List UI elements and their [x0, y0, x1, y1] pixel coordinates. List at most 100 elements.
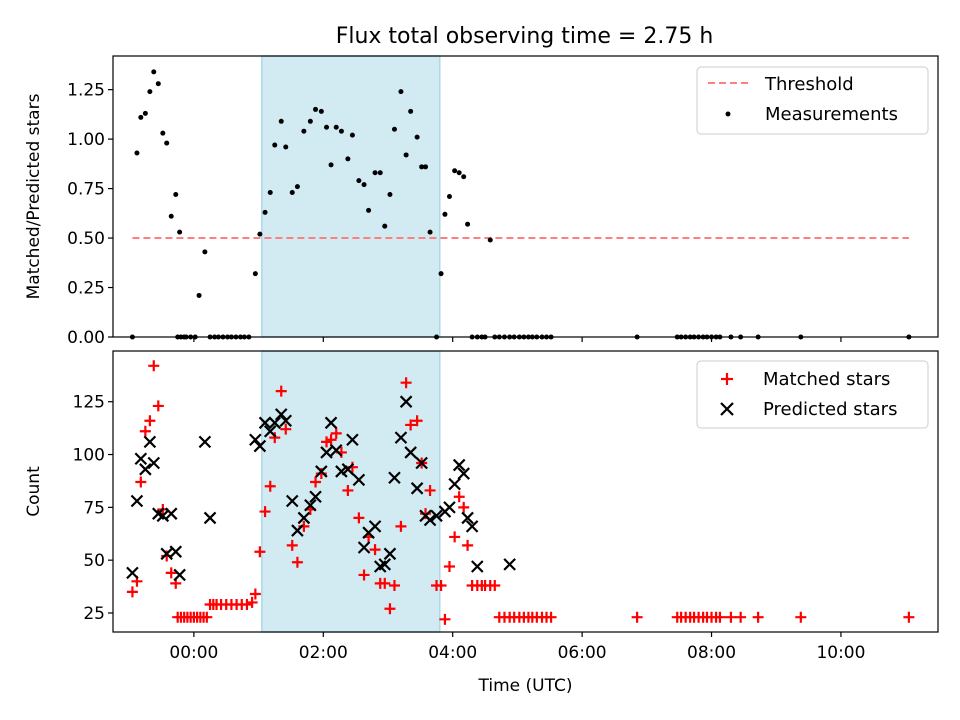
- predicted-star-point: [383, 547, 397, 561]
- measurement-point: [313, 106, 319, 112]
- x-axis-label: Time (UTC): [478, 676, 573, 696]
- top-y-axis-label: Matched/Predicted stars: [24, 93, 44, 299]
- matched-star-point: [241, 599, 253, 611]
- predicted-star-point: [147, 456, 161, 470]
- measurement-point: [134, 150, 140, 156]
- matched-star-point: [388, 580, 400, 592]
- predicted-star-point: [388, 471, 401, 485]
- matched-star-point: [201, 611, 213, 623]
- predicted-star-point: [346, 433, 359, 447]
- measurement-point: [438, 271, 444, 277]
- measurement-point: [142, 110, 148, 116]
- top-highlight-band: [261, 55, 441, 338]
- matched-star-point: [384, 603, 396, 615]
- measurement-point: [419, 164, 425, 170]
- predicted-star-point: [160, 547, 173, 561]
- bottom-axes-frame: [112, 350, 939, 633]
- measurement-point: [377, 170, 383, 176]
- measurement-point: [427, 229, 433, 235]
- predicted-star-point: [315, 465, 328, 478]
- measurement-point: [262, 209, 268, 215]
- top-legend-box: [696, 66, 929, 135]
- predicted-star-point: [465, 520, 479, 533]
- measurement-point: [307, 118, 313, 124]
- legend-threshold-label: Threshold: [764, 74, 854, 95]
- x-tick-label: 00:00: [169, 643, 218, 663]
- predicted-star-point: [471, 560, 484, 573]
- matched-star-point: [254, 546, 266, 558]
- predicted-star-point: [320, 446, 333, 459]
- measurement-point: [345, 156, 351, 162]
- predicted-star-point: [352, 473, 366, 487]
- measurement-point: [366, 207, 372, 213]
- matched-star-point: [148, 360, 160, 372]
- x-tick-label: 04:00: [428, 643, 477, 663]
- measurement-point: [487, 237, 493, 243]
- y-tick-label: 0.75: [67, 180, 105, 200]
- y-tick-label: 1.00: [67, 130, 105, 150]
- measurement-point: [382, 223, 388, 229]
- matched-star-point: [126, 586, 138, 598]
- matched-star-point: [249, 588, 261, 600]
- y-tick-label: 0.25: [67, 279, 105, 299]
- predicted-star-point: [258, 416, 272, 430]
- matched-star-point: [424, 484, 436, 496]
- predicted-star-point: [274, 408, 288, 421]
- matched-star-point: [462, 539, 474, 551]
- measurement-point: [294, 184, 300, 190]
- measurement-point: [403, 152, 409, 158]
- measurement-point: [423, 164, 429, 170]
- bottom-panel: 25 50 75 100 125 00:00 02:00 04:00 06:00 08:00 10:…: [24, 350, 939, 696]
- y-tick-label: 100: [73, 446, 105, 466]
- matched-star-point: [449, 531, 461, 543]
- predicted-star-point: [324, 416, 338, 430]
- matched-star-point: [165, 567, 177, 579]
- measurement-point: [151, 69, 157, 75]
- predicted-star-point: [423, 513, 437, 527]
- predicted-star-point: [357, 541, 371, 554]
- matched-star-point: [631, 611, 643, 623]
- matched-star-point: [903, 611, 915, 623]
- predicted-star-point: [378, 558, 392, 571]
- matched-star-point: [369, 544, 381, 556]
- measurement-point: [147, 89, 153, 95]
- matched-star-point: [435, 580, 447, 592]
- measurement-point: [328, 162, 334, 168]
- matched-star-point: [458, 501, 470, 513]
- predicted-star-point: [399, 395, 413, 408]
- predicted-star-point: [130, 494, 144, 508]
- measurement-point: [177, 229, 183, 235]
- predicted-star-point: [249, 433, 262, 447]
- y-tick-label: 125: [73, 393, 105, 413]
- measurement-point: [414, 134, 420, 140]
- predicted-star-point: [461, 511, 474, 525]
- legend-predicted-label: Predicted stars: [763, 399, 897, 420]
- measurement-point: [160, 130, 166, 136]
- predicted-star-point: [404, 446, 417, 459]
- measurement-point: [461, 174, 467, 180]
- matched-star-point: [752, 611, 764, 623]
- predicted-star-point: [457, 467, 470, 480]
- matched-star-point: [246, 596, 258, 608]
- y-tick-label: 1.25: [67, 81, 105, 101]
- measurement-point: [372, 170, 378, 176]
- matched-star-point: [280, 423, 292, 435]
- legend-predicted-swatch: [720, 402, 734, 416]
- predicted-star-point: [341, 463, 355, 476]
- y-tick-label: 75: [83, 498, 105, 518]
- measurement-point: [333, 124, 339, 130]
- bottom-y-axis-label: Count: [24, 466, 44, 517]
- measurement-point: [442, 211, 448, 217]
- matched-star-point: [735, 611, 747, 623]
- x-tick-label: 06:00: [558, 643, 607, 663]
- measurement-point: [155, 81, 161, 87]
- matched-star-point: [259, 506, 271, 518]
- x-tick-label: 08:00: [687, 643, 736, 663]
- predicted-star-point: [291, 524, 304, 537]
- measurement-point: [196, 292, 202, 298]
- matched-star-point: [135, 476, 147, 488]
- legend-matched-swatch: [721, 373, 733, 385]
- measurement-point: [252, 271, 258, 277]
- matched-star-point: [152, 400, 164, 412]
